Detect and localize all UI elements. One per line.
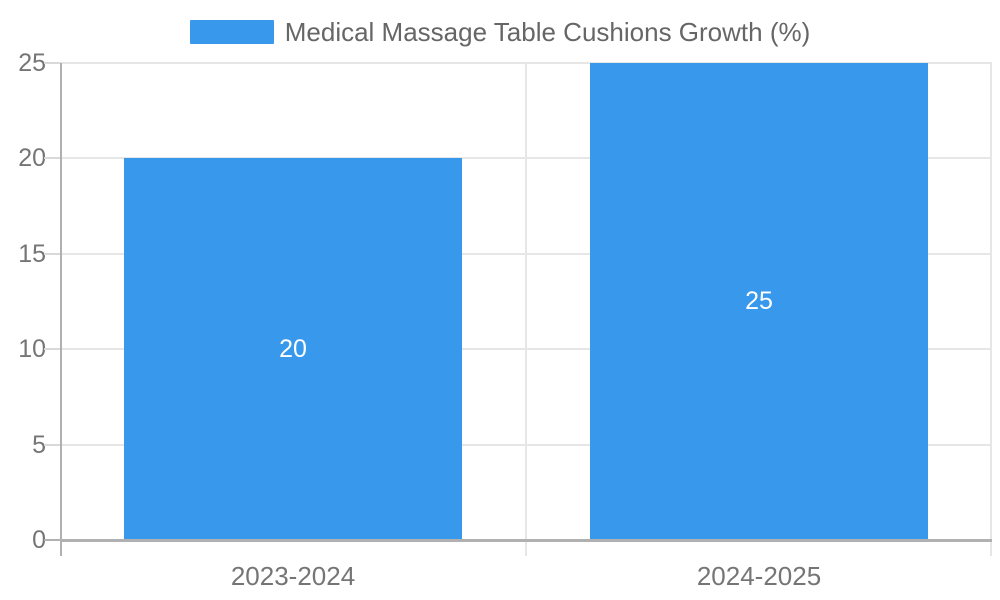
bar-data-label: 25: [745, 287, 773, 315]
y-axis-tick: [44, 539, 60, 541]
y-axis-tick-label: 5: [32, 431, 46, 459]
x-axis-tick-label: 2023-2024: [230, 561, 356, 591]
bar[interactable]: 25: [590, 63, 928, 540]
y-axis-tick-label: 20: [18, 144, 46, 172]
x-axis-labels: 2023-2024 2024-2025: [0, 561, 1000, 593]
y-axis-labels: 0 5 10 15 20 25: [0, 0, 46, 600]
y-axis-tick-label: 15: [18, 240, 46, 268]
x-axis-line: [60, 539, 992, 542]
plot-right-border: [990, 63, 992, 556]
bar[interactable]: 20: [124, 158, 462, 540]
legend-label: Medical Massage Table Cushions Growth (%…: [284, 17, 811, 47]
plot-area: 20 25: [44, 62, 992, 556]
legend-swatch-icon: [189, 20, 274, 44]
y-axis-line: [60, 63, 62, 556]
y-axis-tick: [44, 62, 60, 64]
category-separator-gridline: [525, 63, 527, 556]
legend-item[interactable]: Medical Massage Table Cushions Growth (%…: [189, 17, 811, 47]
y-axis-tick: [44, 348, 60, 350]
y-axis-tick-label: 0: [32, 526, 46, 554]
legend: Medical Massage Table Cushions Growth (%…: [0, 17, 1000, 47]
y-axis-tick: [44, 157, 60, 159]
y-axis-tick-label: 25: [18, 49, 46, 77]
x-axis-tick-label: 2024-2025: [696, 561, 822, 591]
y-axis-tick: [44, 253, 60, 255]
bar-data-label: 20: [279, 334, 307, 363]
y-axis-tick: [44, 444, 60, 446]
y-axis-tick-label: 10: [18, 335, 46, 363]
